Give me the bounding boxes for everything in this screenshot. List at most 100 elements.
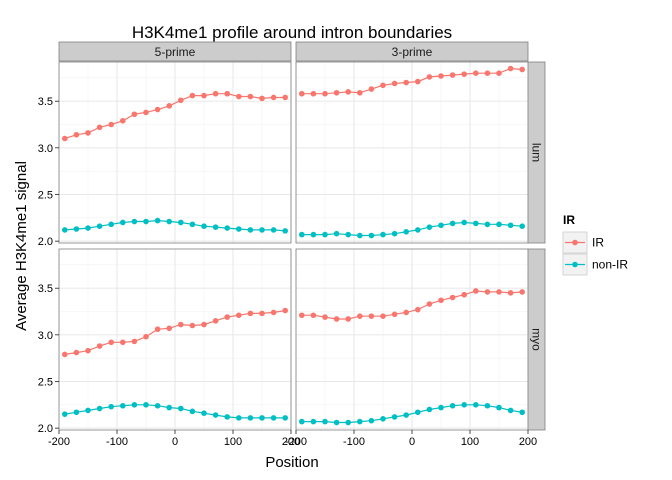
data-point-ir xyxy=(73,131,80,138)
data-point-non-ir xyxy=(143,218,149,225)
data-point-non-ir xyxy=(345,231,352,238)
data-point-ir xyxy=(154,326,161,333)
data-point-non-ir xyxy=(73,409,80,416)
strip-col-3-prime xyxy=(295,41,529,62)
data-point-ir xyxy=(357,313,363,319)
data-point-non-ir xyxy=(259,415,265,421)
data-point-non-ir xyxy=(270,227,277,233)
data-point-ir xyxy=(178,97,184,104)
data-point-ir xyxy=(224,314,230,320)
data-point-ir xyxy=(85,130,91,136)
legend-label: non-IR xyxy=(592,258,628,272)
data-point-non-ir xyxy=(131,402,138,408)
data-point-non-ir xyxy=(299,231,305,238)
data-point-ir xyxy=(391,80,398,87)
panel-myo-5-prime xyxy=(58,248,292,431)
data-point-ir xyxy=(259,310,265,317)
panel-myo-3-prime xyxy=(295,248,529,431)
x-tick-label: -200 xyxy=(48,436,70,448)
data-point-non-ir xyxy=(415,409,421,416)
data-point-ir xyxy=(270,309,277,316)
panel-border xyxy=(58,61,292,244)
data-point-ir xyxy=(345,89,352,95)
data-point-ir xyxy=(403,309,410,316)
data-point-ir xyxy=(189,92,196,99)
x-tick-label: 200 xyxy=(519,436,537,448)
data-point-non-ir xyxy=(96,223,103,230)
data-point-ir xyxy=(85,347,91,354)
data-point-ir xyxy=(96,343,103,349)
data-point-non-ir xyxy=(236,226,242,232)
data-point-ir xyxy=(282,307,289,314)
data-point-non-ir xyxy=(519,409,525,416)
data-point-non-ir xyxy=(120,402,126,409)
data-point-non-ir xyxy=(85,225,91,231)
data-point-non-ir xyxy=(333,230,340,237)
data-point-non-ir xyxy=(178,219,184,226)
data-point-non-ir xyxy=(201,223,207,230)
panel-lum-5-prime xyxy=(58,61,292,244)
data-point-non-ir xyxy=(224,225,230,231)
x-tick-label: 100 xyxy=(461,436,479,448)
data-point-non-ir xyxy=(438,222,444,229)
x-tick-label: -200 xyxy=(285,436,307,448)
data-point-non-ir xyxy=(380,231,386,238)
data-point-non-ir xyxy=(322,418,328,425)
data-point-non-ir xyxy=(449,220,456,227)
strip-col-5-prime xyxy=(58,41,292,62)
data-point-non-ir xyxy=(484,221,491,228)
data-point-non-ir xyxy=(212,412,219,418)
data-point-non-ir xyxy=(131,218,138,225)
legend-key-point xyxy=(572,261,578,268)
y-tick-label: 2.5 xyxy=(38,376,53,388)
data-point-non-ir xyxy=(507,407,514,414)
data-point-non-ir xyxy=(333,419,340,426)
data-point-ir xyxy=(236,312,242,319)
data-point-non-ir xyxy=(507,222,514,229)
data-point-ir xyxy=(131,111,138,118)
data-point-ir xyxy=(73,349,80,356)
data-point-non-ir xyxy=(391,230,398,237)
data-point-non-ir xyxy=(380,416,386,422)
data-point-non-ir xyxy=(322,231,328,238)
data-point-ir xyxy=(154,106,161,113)
data-point-non-ir xyxy=(178,405,184,412)
y-tick-label: 3.5 xyxy=(38,283,53,295)
data-point-non-ir xyxy=(166,218,172,225)
data-point-non-ir xyxy=(357,418,363,425)
data-point-ir xyxy=(333,89,340,96)
data-point-non-ir xyxy=(368,232,375,239)
legend-title: IR xyxy=(563,213,575,227)
x-tick-label: -100 xyxy=(343,436,365,448)
data-point-non-ir xyxy=(224,414,230,420)
data-point-ir xyxy=(62,135,68,142)
x-tick-label: 100 xyxy=(224,436,242,448)
data-point-non-ir xyxy=(247,415,254,421)
data-point-ir xyxy=(391,311,398,318)
data-point-ir xyxy=(438,297,444,304)
data-point-ir xyxy=(380,82,386,89)
data-point-ir xyxy=(368,313,375,319)
data-point-non-ir xyxy=(212,224,219,230)
data-point-ir xyxy=(322,90,328,97)
panels-layer: 5-prime 3-prime lum myo 2.0 2.5 3.0 3.5 2.0 2.5 3.… xyxy=(38,41,546,448)
data-point-ir xyxy=(247,93,254,100)
y-tick-label: 2.0 xyxy=(38,423,53,435)
data-point-ir xyxy=(473,70,479,76)
data-point-non-ir xyxy=(484,402,491,409)
data-point-non-ir xyxy=(189,408,196,415)
data-point-non-ir xyxy=(120,219,126,226)
x-tick-label: 0 xyxy=(409,436,415,448)
data-point-non-ir xyxy=(73,226,80,232)
data-point-ir xyxy=(96,124,103,131)
data-point-non-ir xyxy=(236,415,242,421)
data-point-non-ir xyxy=(391,414,398,420)
data-point-ir xyxy=(449,72,456,78)
data-point-ir xyxy=(496,70,502,76)
data-point-non-ir xyxy=(449,402,456,409)
data-point-ir xyxy=(461,291,468,298)
data-point-non-ir xyxy=(85,407,91,414)
data-point-non-ir xyxy=(438,404,444,411)
data-point-ir xyxy=(299,90,305,97)
